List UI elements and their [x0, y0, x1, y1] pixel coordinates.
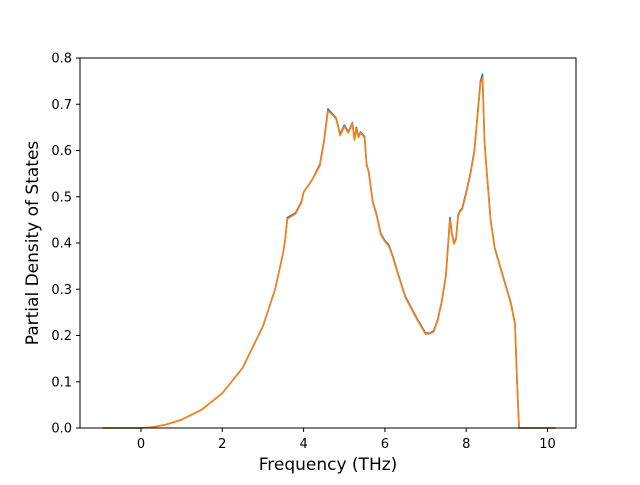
x-tick-label: 6	[381, 437, 389, 452]
y-tick-label: 0.7	[51, 98, 72, 113]
plot-frame	[79, 57, 577, 429]
y-tick-label: 0.4	[51, 237, 72, 252]
y-tick-label: 0.3	[51, 283, 72, 298]
x-tick-label: 10	[539, 437, 556, 452]
series-line-2	[102, 76, 556, 429]
series-layer	[102, 73, 556, 429]
y-tick-label: 0.1	[51, 375, 72, 390]
x-axis-label: Frequency (THz)	[259, 455, 398, 475]
x-tick-label: 4	[299, 437, 307, 452]
y-tick-label: 0.6	[51, 144, 72, 159]
ticks-layer: 0 2 4 6 8 10 0.0 0.1 0.2 0.3 0.4 0.5 0.6 0.7 0.8	[51, 52, 556, 453]
x-tick-label: 0	[137, 437, 145, 452]
y-tick-label: 0.5	[51, 190, 72, 205]
x-tick-label: 8	[462, 437, 470, 452]
y-tick-label: 0.2	[51, 329, 72, 344]
y-axis-label: Partial Density of States	[23, 141, 43, 346]
y-tick-label: 0.8	[51, 52, 72, 67]
y-tick-label: 0.0	[51, 422, 72, 437]
x-tick-label: 2	[218, 437, 226, 452]
